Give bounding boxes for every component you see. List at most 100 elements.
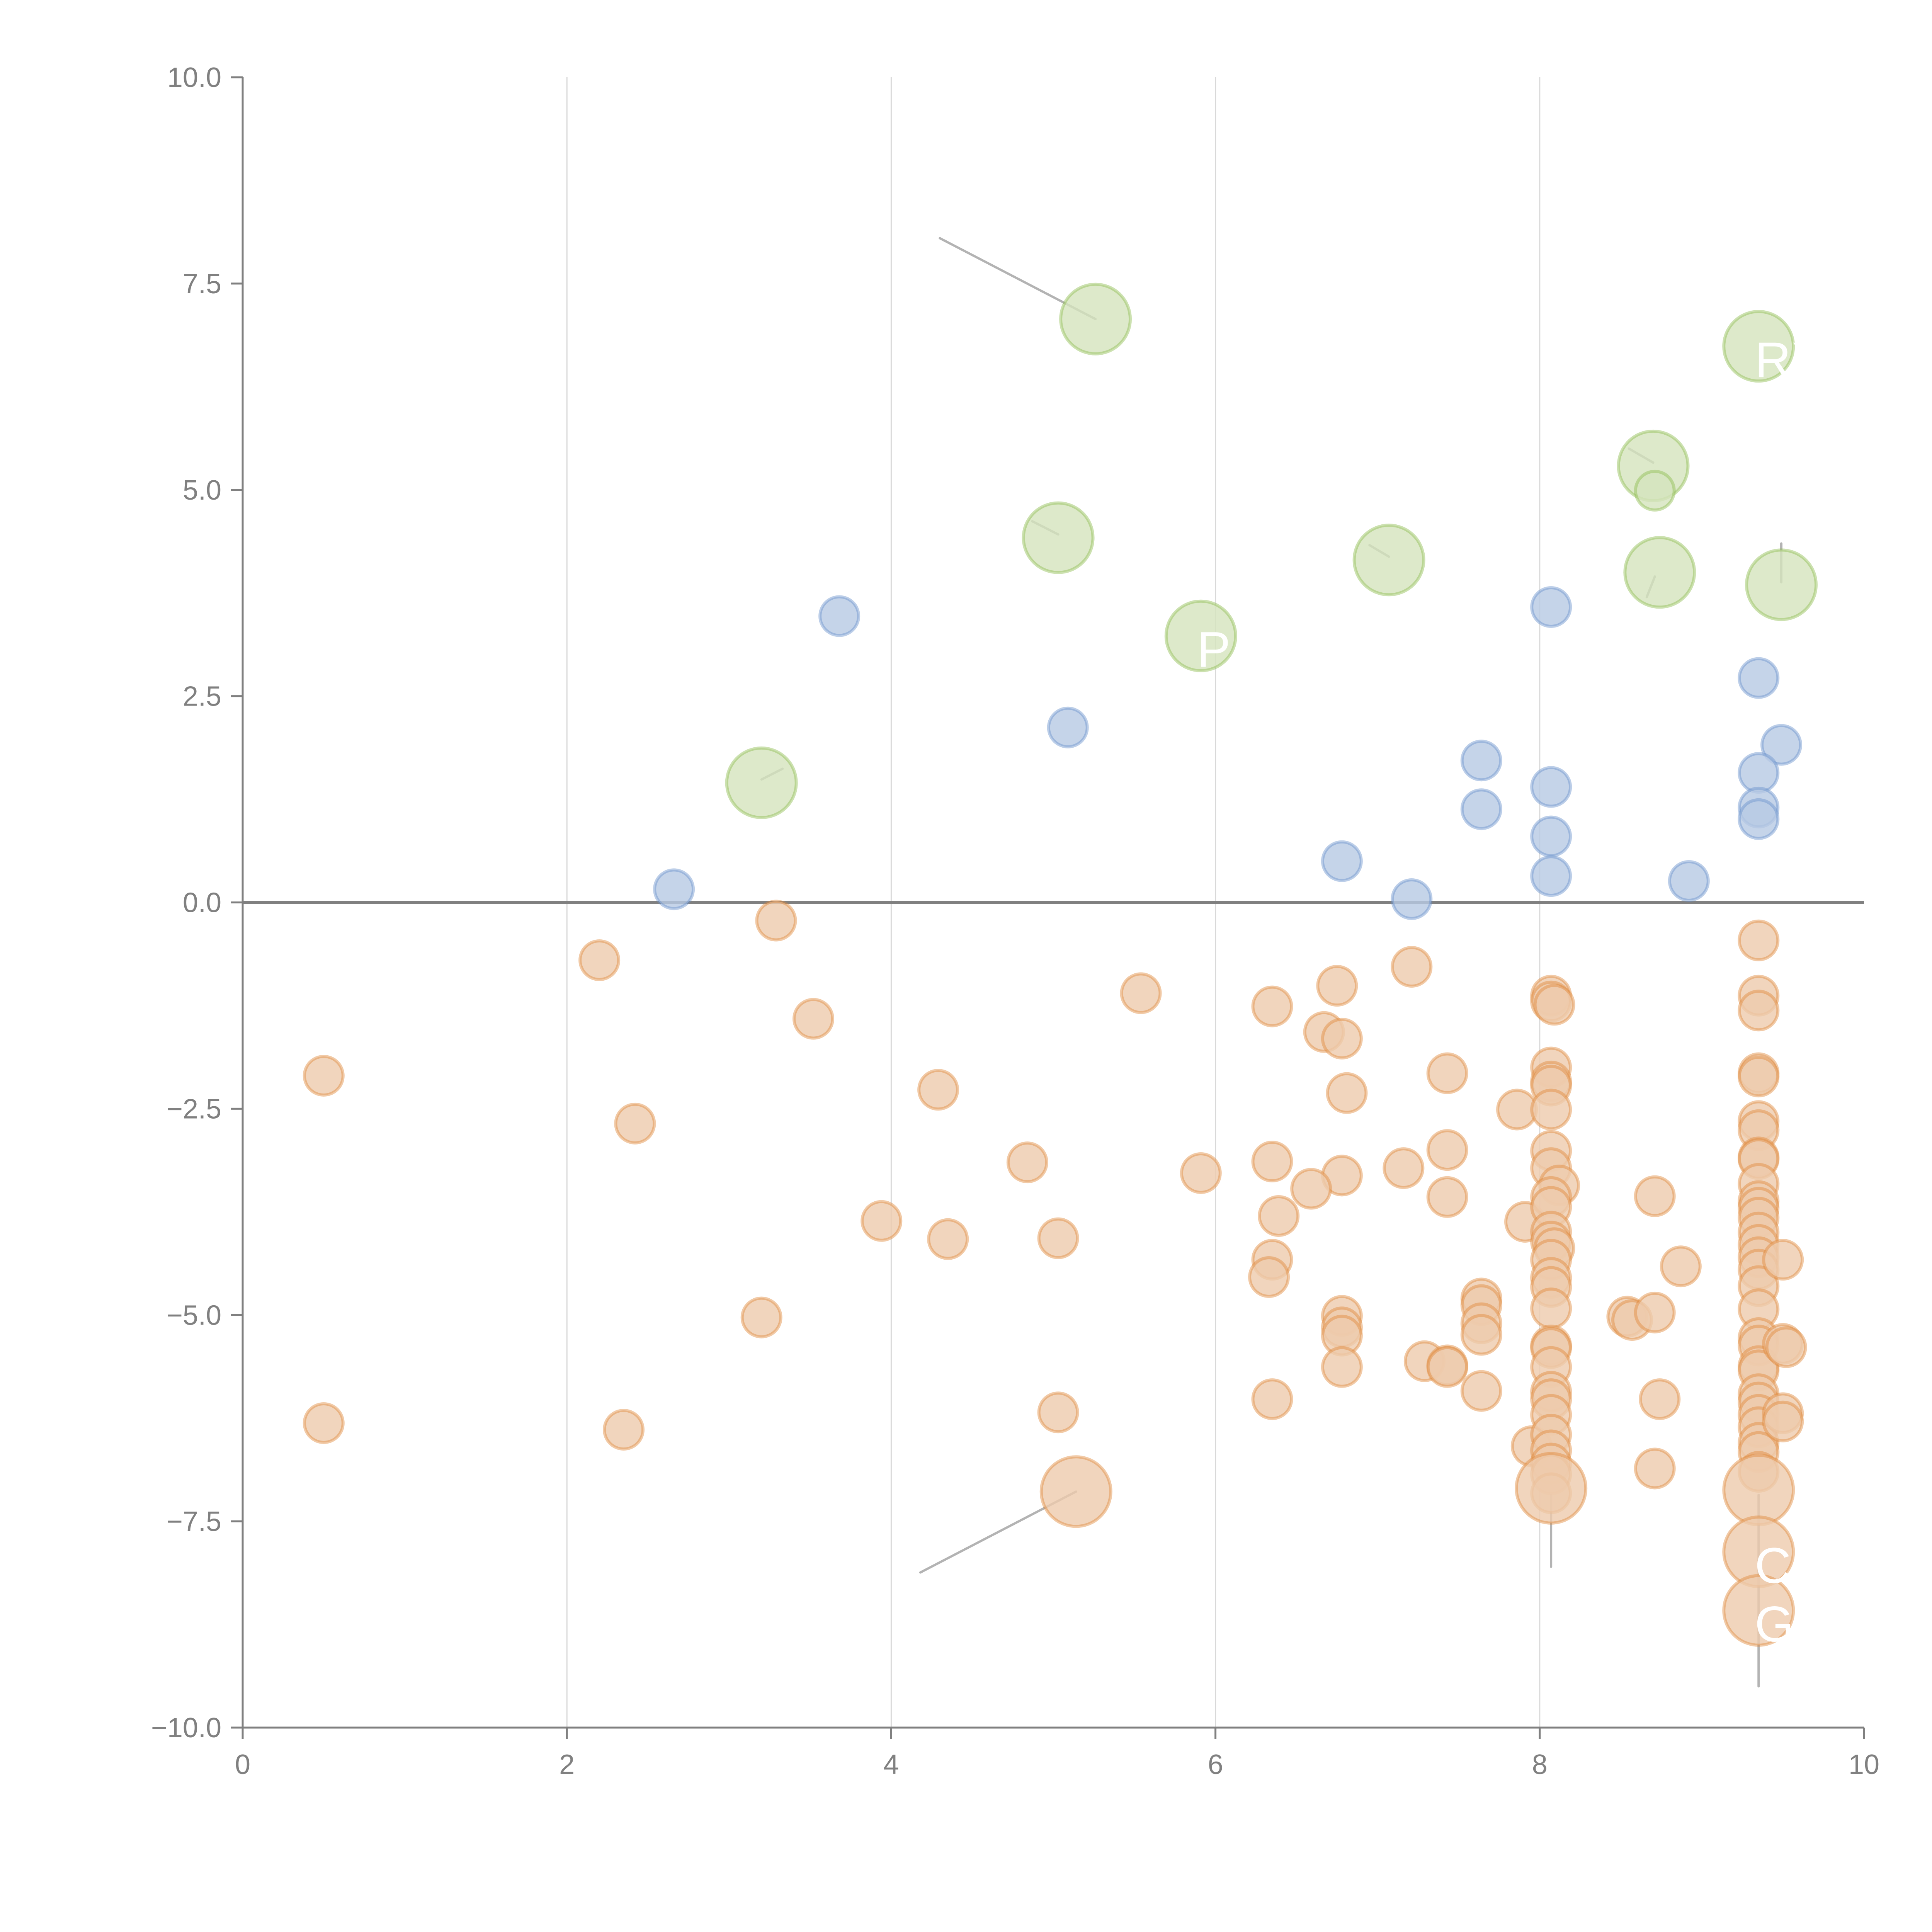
- data-point-orange: [1738, 990, 1780, 1032]
- point-labels: CG RX P: [1197, 332, 1825, 1652]
- data-point-blue: [1738, 752, 1780, 794]
- data-point-orange: [1426, 1346, 1468, 1388]
- data-point-green: [1022, 501, 1095, 574]
- data-point-orange: [927, 1218, 969, 1260]
- data-point-orange: [1180, 1152, 1222, 1194]
- data-point-blue: [1530, 766, 1572, 808]
- data-point-orange: [740, 1296, 782, 1338]
- y-tick-label: −10.0: [151, 1713, 221, 1743]
- data-point-orange: [1120, 972, 1162, 1014]
- data-point-orange: [1738, 1056, 1780, 1098]
- data-point-orange: [1530, 1088, 1572, 1131]
- data-point-green: [1623, 536, 1696, 609]
- data-point-orange: [1391, 946, 1433, 988]
- data-point-green: [1634, 469, 1676, 512]
- point-label: C: [1755, 1537, 1791, 1594]
- data-point-orange: [1037, 1217, 1079, 1259]
- x-tick-label: 6: [1208, 1749, 1223, 1780]
- x-tick-label: 10: [1849, 1749, 1879, 1780]
- data-point-blue: [1530, 855, 1572, 897]
- data-point-orange: [755, 900, 797, 942]
- data-point-orange: [614, 1102, 656, 1145]
- data-point-blue: [1391, 878, 1433, 920]
- data-point-orange: [1326, 1072, 1368, 1114]
- data-point-blue: [1530, 815, 1572, 857]
- data-point-blue: [1760, 724, 1803, 766]
- data-point-orange: [578, 939, 621, 981]
- data-point-blue: [1460, 740, 1502, 782]
- x-tick-label: 0: [235, 1749, 250, 1780]
- data-point-orange: [1251, 1378, 1293, 1420]
- data-point-orange: [1634, 1291, 1676, 1333]
- data-point-orange: [1321, 1346, 1363, 1388]
- data-point-blue: [818, 595, 861, 637]
- data-point-orange: [303, 1402, 345, 1444]
- y-tick-label: 5.0: [183, 475, 221, 506]
- data-point-blue: [1460, 788, 1502, 830]
- y-tick-label: 2.5: [183, 681, 221, 712]
- data-point-orange: [1316, 965, 1358, 1007]
- x-tick-label: 8: [1532, 1749, 1548, 1780]
- data-point-green: [725, 746, 798, 819]
- data-point-orange: [1321, 1017, 1363, 1060]
- y-tick-label: −7.5: [167, 1506, 221, 1537]
- data-point-orange: [1639, 1378, 1681, 1420]
- data-point-green: [1722, 310, 1795, 383]
- data-point-orange: [1426, 1129, 1468, 1171]
- data-point-orange: [1460, 1370, 1502, 1412]
- data-point-orange: [1530, 1287, 1572, 1330]
- data-point-orange: [1037, 1391, 1079, 1434]
- y-tick-label: 0.0: [183, 888, 221, 918]
- data-point-orange: [1426, 1052, 1468, 1094]
- data-point-orange: [1765, 1326, 1807, 1368]
- x-tick-label: 2: [559, 1749, 575, 1780]
- data-point-blue: [653, 868, 695, 910]
- data-point-orange: [1634, 1175, 1676, 1217]
- data-point-orange-large: [1722, 1574, 1795, 1647]
- data-point-blue: [1047, 706, 1089, 748]
- data-point-orange: [1251, 1141, 1293, 1183]
- data-point-orange: [1762, 1239, 1804, 1281]
- data-point-orange-large: [1722, 1453, 1795, 1526]
- point-label: G: [1755, 1596, 1794, 1652]
- x-tick-label: 4: [883, 1749, 899, 1780]
- data-point-orange: [1738, 919, 1780, 961]
- data-point-orange: [1006, 1141, 1048, 1184]
- data-point-orange: [1383, 1147, 1425, 1189]
- data-point-orange: [1533, 984, 1575, 1026]
- data-point-orange-large: [1039, 1455, 1112, 1528]
- data-point-orange: [1426, 1176, 1468, 1218]
- y-tick-label: −5.0: [167, 1300, 221, 1331]
- data-point-blue: [1668, 860, 1710, 902]
- data-point-orange: [1251, 985, 1293, 1027]
- data-point-orange: [1258, 1195, 1300, 1237]
- data-point-orange: [792, 998, 834, 1040]
- data-point-orange: [1460, 1314, 1502, 1356]
- data-point-orange: [1290, 1168, 1332, 1210]
- data-point-blue: [1530, 586, 1572, 628]
- data-point-green: [1352, 524, 1425, 597]
- data-point-orange: [917, 1069, 959, 1111]
- data-point-blue: [1738, 657, 1780, 699]
- y-tick-label: 7.5: [183, 269, 221, 299]
- data-points: [303, 282, 1818, 1647]
- y-tick-label: 10.0: [167, 62, 221, 93]
- data-point-orange: [861, 1200, 903, 1242]
- data-point-green: [1745, 548, 1818, 621]
- data-point-orange-large: [1515, 1452, 1588, 1525]
- data-point-orange: [1248, 1256, 1290, 1298]
- axes: 0 2 4 6 8 10 −10.0 −7.5 −5.0 −2.5 0.0 2.5 5.0 7.5 10.0: [151, 62, 1879, 1780]
- data-point-blue: [1321, 840, 1363, 882]
- data-point-green: [1059, 282, 1132, 355]
- point-label: RX: [1755, 332, 1825, 388]
- data-point-green: [1164, 599, 1237, 672]
- data-point-orange: [603, 1409, 645, 1451]
- data-point-orange: [1634, 1447, 1676, 1490]
- data-point-blue: [1738, 798, 1780, 840]
- point-label: P: [1197, 621, 1231, 678]
- data-point-orange: [303, 1054, 345, 1097]
- data-point-orange: [1762, 1400, 1804, 1442]
- data-point-orange: [1660, 1245, 1702, 1287]
- y-tick-label: −2.5: [167, 1094, 221, 1124]
